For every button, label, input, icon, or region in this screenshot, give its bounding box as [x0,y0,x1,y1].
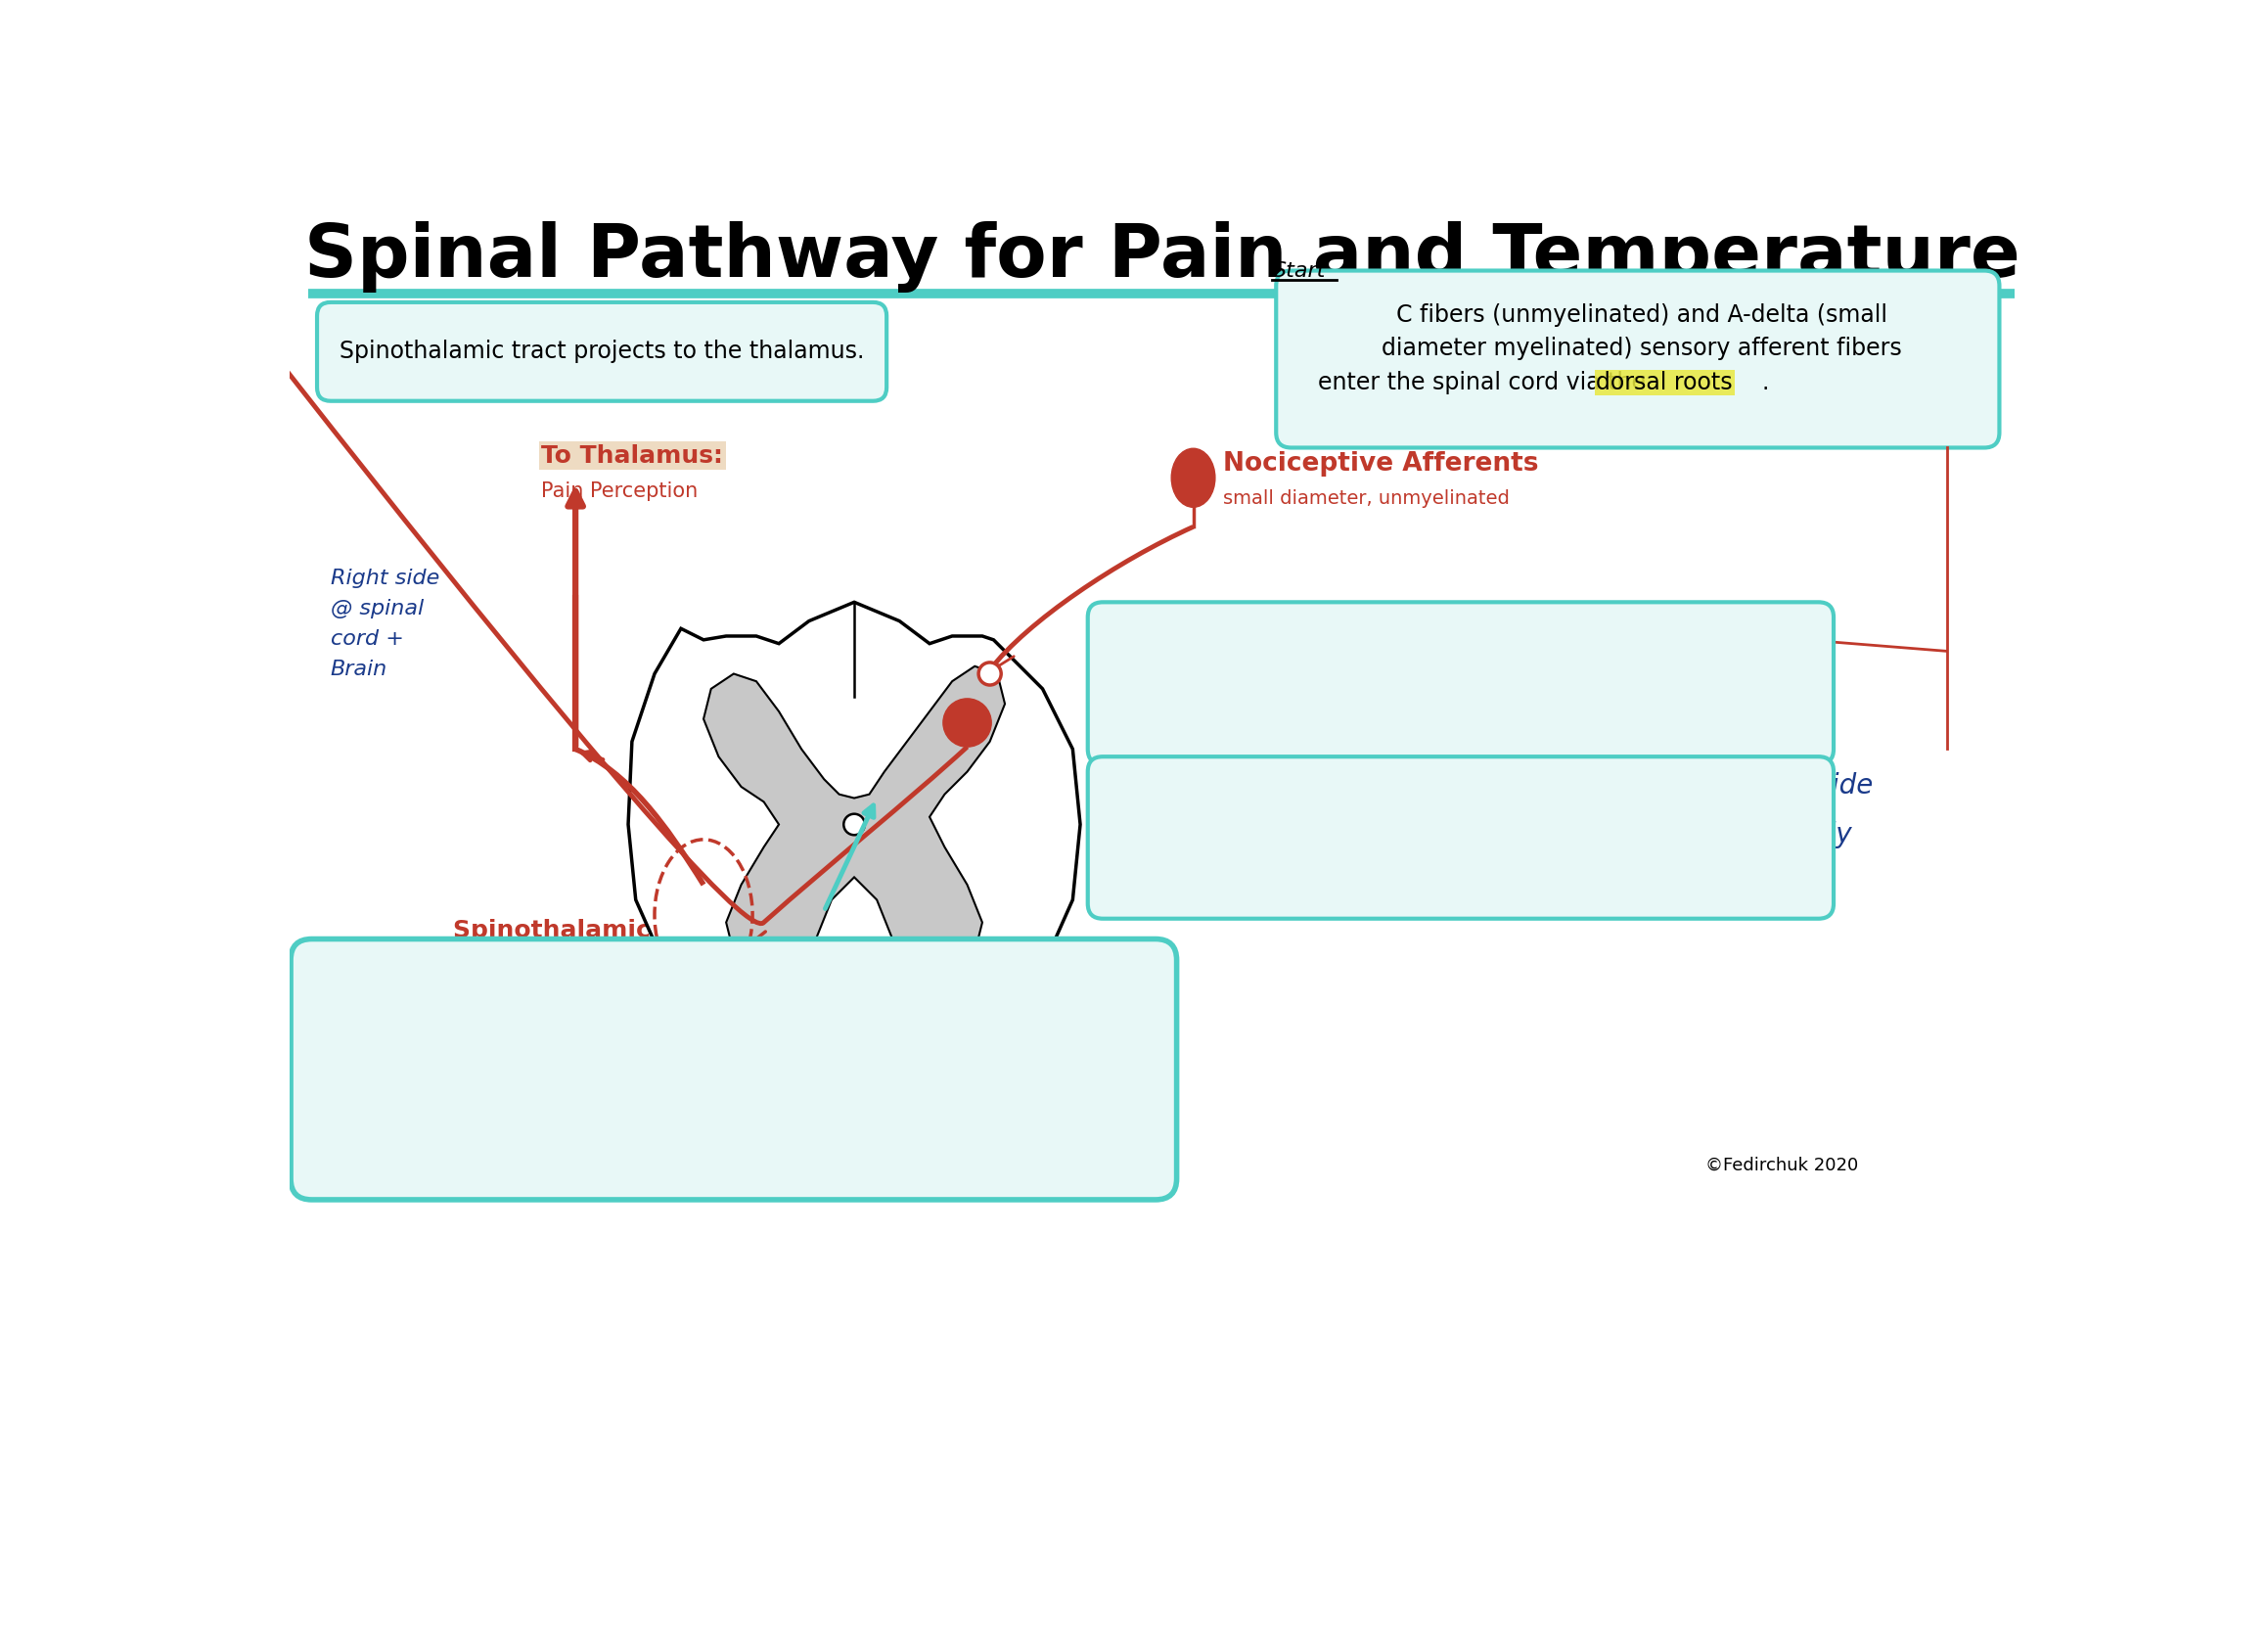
Text: Afferents synapse on ipsilateral spinal neurons in the
dorsal horn gray matter. : Afferents synapse on ipsilateral spinal … [1191,655,1805,711]
Text: white matter as the spinothalamic tract: white matter as the spinothalamic tract [345,1090,805,1113]
FancyBboxPatch shape [1089,602,1833,764]
Circle shape [978,662,1000,685]
Text: diameter myelinated) sensory afferent fibers: diameter myelinated) sensory afferent fi… [1381,337,1901,360]
FancyBboxPatch shape [1089,757,1833,918]
Text: small diameter, unmyelinated: small diameter, unmyelinated [1222,489,1510,507]
Text: Spinothalamic Tract
or
Anterolateral System: Spinothalamic Tract or Anterolateral Sys… [442,918,737,1007]
FancyBboxPatch shape [290,938,1177,1200]
Text: ventrolateral (= “anterolateral”): ventrolateral (= “anterolateral”) [728,1039,1109,1063]
Text: synapse in
dorsal horn: synapse in dorsal horn [1268,625,1393,673]
Text: These “2nd order” neurons cross (as they ascend 1-2
segments) to form the contra: These “2nd order” neurons cross (as they… [1170,810,1826,866]
Text: left side
body: left side body [1765,772,1873,848]
FancyBboxPatch shape [318,303,887,402]
Text: Right side
@ spinal
cord +
Brain: Right side @ spinal cord + Brain [331,568,440,680]
Text: Start: Start [1272,260,1325,280]
Text: .: . [1762,370,1769,395]
FancyBboxPatch shape [1277,270,2000,448]
Circle shape [943,698,991,747]
Ellipse shape [1170,448,1216,507]
Circle shape [844,813,864,835]
Text: Ascending axons of 2: Ascending axons of 2 [345,991,592,1014]
Text: ©Fedirchuk 2020: ©Fedirchuk 2020 [1706,1155,1857,1174]
Polygon shape [628,602,1080,1070]
Text: 2nd neuron: 2nd neuron [989,757,1068,867]
Polygon shape [703,667,1005,974]
Text: Spinothalamic tract projects to the thalamus.: Spinothalamic tract projects to the thal… [340,339,864,364]
Text: contralateral: contralateral [499,1039,646,1063]
Text: order spinothalamic neurons: order spinothalamic neurons [730,991,1068,1014]
Text: ascend in the: ascend in the [345,1039,510,1063]
Text: Spinal Pathway for Pain and Temperature: Spinal Pathway for Pain and Temperature [304,222,2021,293]
Text: nd: nd [705,979,723,994]
Text: Pain Perception: Pain Perception [542,482,699,500]
Text: C fibers (unmyelinated) and A-delta (small: C fibers (unmyelinated) and A-delta (sma… [1395,303,1887,326]
Text: enter the spinal cord via the: enter the spinal cord via the [1318,370,1653,395]
Text: To Thalamus:: To Thalamus: [542,444,723,467]
Text: dorsal roots: dorsal roots [1597,370,1733,395]
Text: Nociceptive Afferents: Nociceptive Afferents [1222,451,1540,477]
